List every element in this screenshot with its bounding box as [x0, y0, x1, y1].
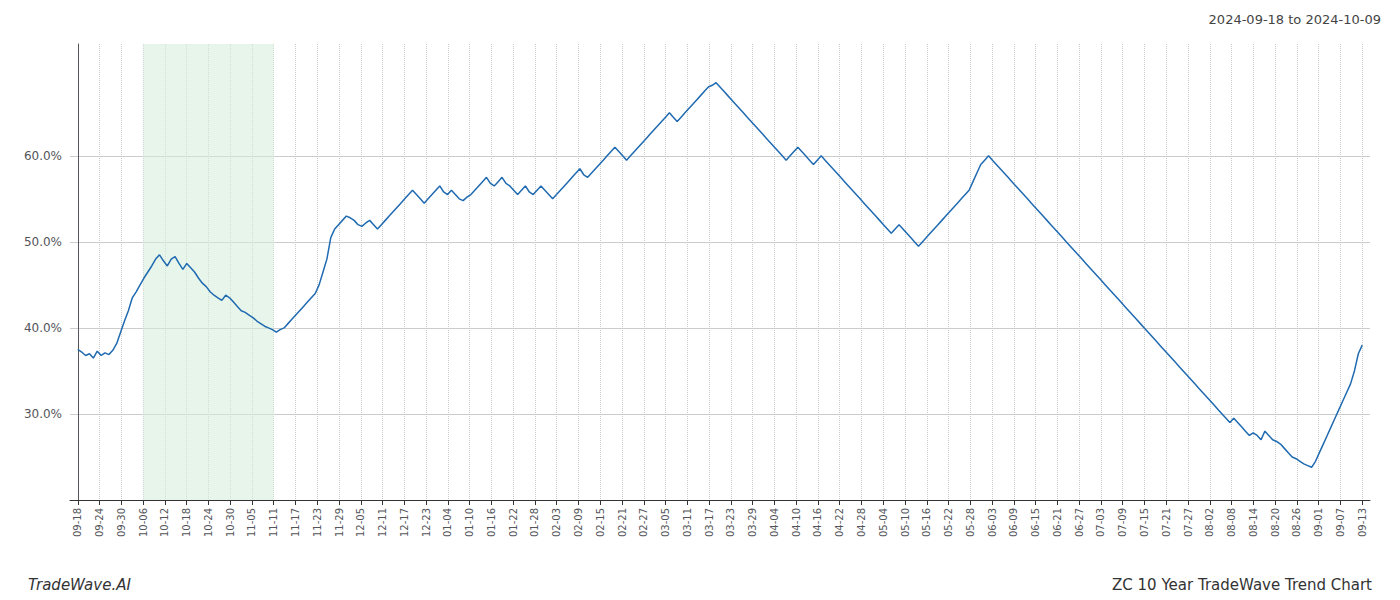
svg-text:01-16: 01-16 — [486, 508, 497, 537]
svg-text:05-04: 05-04 — [878, 508, 889, 537]
svg-text:01-04: 01-04 — [442, 508, 453, 537]
svg-text:04-04: 04-04 — [769, 508, 780, 537]
svg-text:11-23: 11-23 — [312, 508, 323, 537]
svg-text:02-03: 02-03 — [551, 508, 562, 537]
svg-text:09-13: 09-13 — [1357, 508, 1368, 537]
svg-text:03-11: 03-11 — [682, 508, 693, 537]
svg-text:06-21: 06-21 — [1052, 508, 1063, 537]
svg-text:30.0%: 30.0% — [24, 407, 62, 421]
svg-text:06-15: 06-15 — [1030, 508, 1041, 537]
svg-text:50.0%: 50.0% — [24, 235, 62, 249]
svg-text:07-27: 07-27 — [1183, 508, 1194, 537]
svg-text:10-06: 10-06 — [138, 508, 149, 537]
svg-text:01-22: 01-22 — [508, 508, 519, 537]
svg-text:40.0%: 40.0% — [24, 321, 62, 335]
svg-text:10-24: 10-24 — [203, 508, 214, 537]
svg-text:10-12: 10-12 — [159, 508, 170, 537]
svg-text:03-05: 03-05 — [660, 508, 671, 537]
svg-text:02-09: 02-09 — [573, 508, 584, 537]
svg-text:12-23: 12-23 — [421, 508, 432, 537]
svg-text:01-10: 01-10 — [464, 508, 475, 537]
svg-text:11-11: 11-11 — [268, 508, 279, 537]
svg-text:08-02: 08-02 — [1204, 508, 1215, 537]
svg-text:02-15: 02-15 — [595, 508, 606, 537]
svg-text:09-01: 09-01 — [1313, 508, 1324, 537]
svg-text:04-22: 04-22 — [834, 508, 845, 537]
svg-text:2024-09-18 to 2024-10-09: 2024-09-18 to 2024-10-09 — [1209, 12, 1381, 27]
svg-text:12-17: 12-17 — [399, 508, 410, 537]
svg-text:09-07: 09-07 — [1335, 508, 1346, 537]
svg-text:07-09: 07-09 — [1117, 508, 1128, 537]
svg-text:08-14: 08-14 — [1248, 508, 1259, 537]
svg-text:09-24: 09-24 — [94, 508, 105, 537]
svg-text:07-21: 07-21 — [1161, 508, 1172, 537]
svg-text:08-08: 08-08 — [1226, 508, 1237, 537]
svg-text:09-18: 09-18 — [72, 508, 83, 537]
svg-text:11-05: 11-05 — [246, 508, 257, 537]
svg-text:05-22: 05-22 — [943, 508, 954, 537]
svg-text:03-17: 03-17 — [704, 508, 715, 537]
svg-text:11-29: 11-29 — [334, 508, 345, 537]
svg-text:11-17: 11-17 — [290, 508, 301, 537]
svg-text:08-26: 08-26 — [1291, 508, 1302, 537]
svg-text:02-27: 02-27 — [638, 508, 649, 537]
svg-text:12-11: 12-11 — [377, 508, 388, 537]
svg-text:06-03: 06-03 — [987, 508, 998, 537]
svg-text:60.0%: 60.0% — [24, 149, 62, 163]
svg-text:08-20: 08-20 — [1270, 508, 1281, 537]
svg-text:02-21: 02-21 — [617, 508, 628, 537]
svg-text:05-16: 05-16 — [921, 508, 932, 537]
svg-text:ZC 10 Year TradeWave Trend Cha: ZC 10 Year TradeWave Trend Chart — [1112, 576, 1372, 594]
svg-text:TradeWave.AI: TradeWave.AI — [28, 576, 131, 594]
svg-text:05-10: 05-10 — [900, 508, 911, 537]
svg-text:10-30: 10-30 — [225, 508, 236, 537]
svg-text:10-18: 10-18 — [181, 508, 192, 537]
svg-text:06-09: 06-09 — [1008, 508, 1019, 537]
svg-text:07-03: 07-03 — [1095, 508, 1106, 537]
svg-text:12-05: 12-05 — [355, 508, 366, 537]
svg-text:06-27: 06-27 — [1074, 508, 1085, 537]
svg-text:03-23: 03-23 — [725, 508, 736, 537]
svg-text:01-28: 01-28 — [529, 508, 540, 537]
svg-text:04-28: 04-28 — [856, 508, 867, 537]
svg-text:07-15: 07-15 — [1139, 508, 1150, 537]
svg-text:04-16: 04-16 — [812, 508, 823, 537]
svg-text:03-29: 03-29 — [747, 508, 758, 537]
svg-text:09-30: 09-30 — [116, 508, 127, 537]
svg-text:05-28: 05-28 — [965, 508, 976, 537]
svg-text:04-10: 04-10 — [791, 508, 802, 537]
